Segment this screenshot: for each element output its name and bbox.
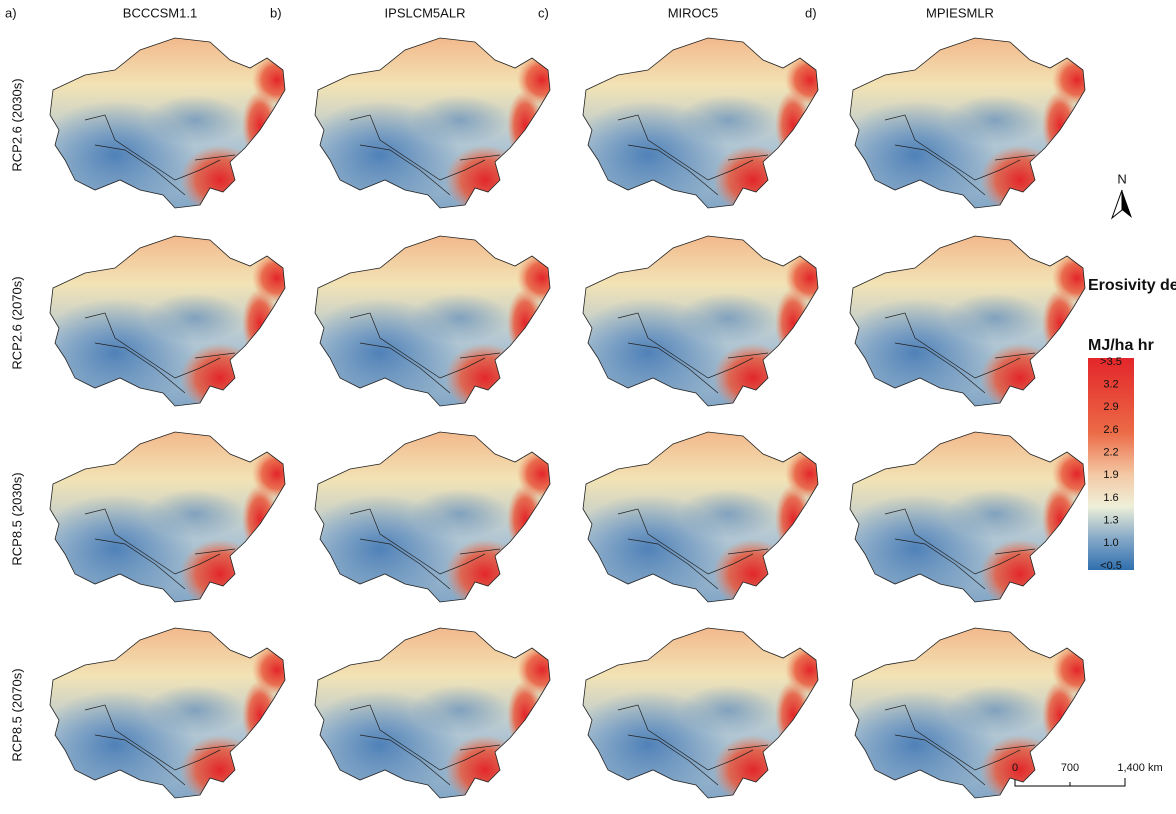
legend-label: 1.9	[1103, 469, 1118, 481]
panel-letter: c)	[538, 5, 549, 20]
scale-bar	[1015, 778, 1125, 786]
model-name: MIROC5	[668, 5, 719, 20]
figure: N Erosivity density MJ/ha hr a) BCCCSM1.1…	[0, 0, 1176, 809]
map-panel	[35, 228, 302, 413]
legend-label: >3.5	[1100, 356, 1122, 368]
legend-label: 3.2	[1103, 379, 1118, 391]
map-panel	[300, 30, 567, 215]
map-panel	[35, 620, 302, 805]
model-name: IPSLCM5ALR	[385, 5, 466, 20]
map-panel	[835, 424, 1102, 609]
map-panel	[35, 424, 302, 609]
model-name: BCCCSM1.1	[123, 5, 197, 20]
row-label: RCP8.5 (2070s)	[9, 668, 24, 761]
map-panel	[568, 424, 835, 609]
row-label: RCP2.6 (2030s)	[9, 78, 24, 171]
row-label: RCP2.6 (2070s)	[9, 276, 24, 369]
legend-title: Erosivity density	[1088, 277, 1176, 294]
map-panel	[568, 30, 835, 215]
map-panel	[300, 424, 567, 609]
legend-label: 2.2	[1103, 447, 1118, 459]
legend-label: 2.6	[1103, 424, 1118, 436]
map-panel	[300, 228, 567, 413]
row-label: RCP8.5 (2030s)	[9, 472, 24, 565]
legend-label: 1.0	[1103, 537, 1118, 549]
legend-label: <0.5	[1100, 560, 1122, 572]
map-panel	[300, 620, 567, 805]
scale-label: 700	[1061, 762, 1079, 774]
legend-unit: MJ/ha hr	[1088, 337, 1154, 354]
map-panel	[835, 620, 1102, 805]
map-panel	[568, 620, 835, 805]
panel-letter: b)	[270, 5, 282, 20]
legend-label: 1.6	[1103, 492, 1118, 504]
model-name: MPIESMLR	[926, 5, 994, 20]
legend-label: 2.9	[1103, 401, 1118, 413]
scale-label: 0	[1012, 762, 1018, 774]
map-panel	[568, 228, 835, 413]
north-arrow: N	[1112, 171, 1132, 218]
panel-letter: a)	[5, 5, 17, 20]
map-panel	[835, 228, 1102, 413]
scale-label: 1,400 km	[1117, 762, 1162, 774]
map-panel	[835, 30, 1102, 215]
legend-label: 1.3	[1103, 515, 1118, 527]
panel-letter: d)	[805, 5, 817, 20]
north-label: N	[1117, 171, 1126, 186]
map-panel	[35, 30, 302, 215]
